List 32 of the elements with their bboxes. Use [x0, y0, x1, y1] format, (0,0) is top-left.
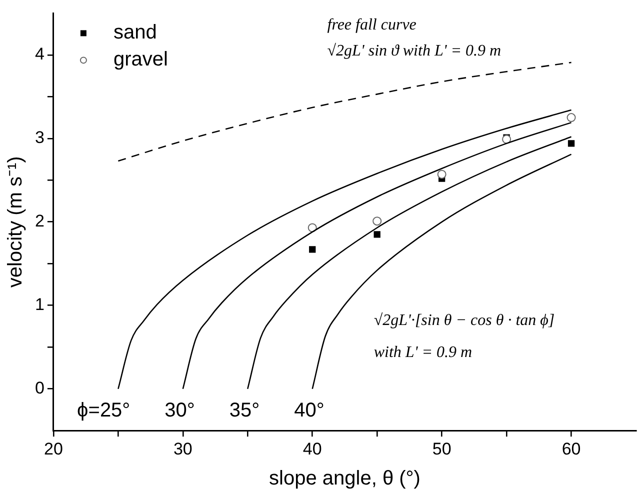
- point: [568, 140, 575, 147]
- y-tick-label: 3: [34, 128, 44, 148]
- point: [502, 134, 512, 144]
- line-series: [246, 136, 572, 390]
- annotation: 30°: [164, 399, 195, 422]
- line-series: [312, 154, 572, 390]
- annotation: 40°: [294, 399, 324, 422]
- y-tick-label: 1: [34, 295, 44, 314]
- y-tick-label: 0: [34, 378, 44, 398]
- point: [372, 216, 382, 226]
- annotation: free fall curve: [327, 16, 416, 34]
- y-tick-label: 2: [34, 212, 44, 231]
- line-series: [118, 109, 572, 390]
- annotation: √2gL' sin ϑ with L' = 0.9 m: [327, 42, 502, 60]
- annotation: 35°: [229, 399, 260, 422]
- x-tick-label: 20: [44, 439, 63, 458]
- x-axis-title: slope angle, θ (°): [269, 468, 420, 490]
- y-tick-label: 4: [34, 44, 44, 64]
- annotation: ϕ=25°: [77, 399, 130, 422]
- x-tick-label: 60: [562, 439, 581, 458]
- y-axis-title: velocity (m s⁻¹): [4, 156, 27, 288]
- legend-label: sand: [113, 22, 157, 44]
- x-tick-label: 50: [432, 439, 452, 458]
- point: [437, 170, 446, 179]
- x-tick-label: 40: [302, 439, 322, 458]
- point: [374, 231, 380, 238]
- legend-label: gravel: [113, 48, 168, 71]
- annotation: with L' = 0.9 m: [374, 344, 472, 361]
- x-tick-label: 30: [173, 439, 192, 458]
- annotation: √2gL'·[sin θ − cos θ · tan ϕ]: [374, 312, 555, 329]
- point: [309, 246, 316, 253]
- point: [566, 113, 576, 122]
